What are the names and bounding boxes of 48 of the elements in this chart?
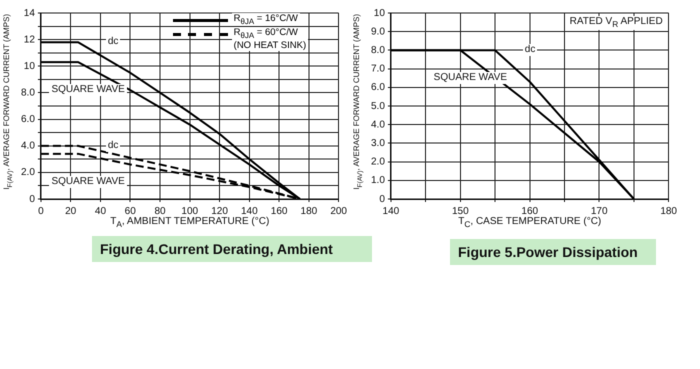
y-tick-label: 10 xyxy=(374,8,386,19)
x-tick-label: 150 xyxy=(452,206,470,217)
annotation: dc xyxy=(106,140,120,152)
y-tick-label: 0 xyxy=(29,194,36,205)
x-tick-label: 80 xyxy=(154,206,166,217)
annotation: SQUARE WAVE xyxy=(49,176,127,188)
x-tick-label: 120 xyxy=(211,206,228,217)
y-tick-label: 7.0 xyxy=(370,64,386,75)
y-tick-label: 5.0 xyxy=(370,100,386,112)
y-tick-label: 12 xyxy=(24,34,36,46)
x-tick-label: 140 xyxy=(382,206,400,217)
y-tick-label: 1.0 xyxy=(370,175,386,186)
y-tick-label: 8.0 xyxy=(370,44,386,56)
y-tick-label: 4.0 xyxy=(370,119,386,130)
y-tick-label: 6.0 xyxy=(20,114,36,126)
x-tick-label: 180 xyxy=(300,206,318,217)
x-tick-label: 100 xyxy=(181,206,199,217)
x-axis-title: T$_{C}$, CASE TEMPERATURE (°C) xyxy=(457,216,602,229)
x-tick-label: 0 xyxy=(38,206,44,217)
annotation: SQUARE WAVE xyxy=(49,84,127,96)
legend-label: R$_{θJA}$ = 60°C/W (NO HEAT SINK) xyxy=(232,26,308,51)
y-tick-label: 0 xyxy=(379,194,386,205)
y-tick-label: 9.0 xyxy=(370,26,386,38)
x-tick-label: 140 xyxy=(240,206,258,217)
x-axis-title: T$_{A}$, AMBIENT TEMPERATURE (°C) xyxy=(109,216,270,229)
y-tick-label: 14 xyxy=(24,8,36,19)
annotation: dc xyxy=(106,36,120,48)
annotation: RATED V$_{R}$ APPLIED xyxy=(568,16,665,30)
annotation: dc xyxy=(522,44,538,56)
legend-label: R$_{θJA}$ = 16°C/W xyxy=(232,13,300,26)
y-tick-label: 10 xyxy=(24,60,36,72)
y-tick-label: 8.0 xyxy=(20,87,36,98)
text: Figure 5.Power Dissipation xyxy=(450,239,656,265)
y-tick-label: 6.0 xyxy=(370,82,386,94)
x-tick-label: 180 xyxy=(660,206,678,217)
x-tick-label: 20 xyxy=(65,206,77,217)
y-tick-label: 2.0 xyxy=(20,167,36,178)
x-tick-label: 170 xyxy=(590,206,608,217)
x-tick-label: 160 xyxy=(270,206,288,217)
x-tick-label: 60 xyxy=(124,206,136,217)
annotation: SQUARE WAVE xyxy=(432,72,510,84)
y-tick-label: 4.0 xyxy=(20,140,36,152)
y-tick-label: 3.0 xyxy=(370,138,386,149)
text: Figure 4.Current Derating, Ambient xyxy=(92,236,372,262)
y-tick-label: 2.0 xyxy=(370,156,386,168)
x-tick-label: 160 xyxy=(521,206,539,217)
x-tick-label: 40 xyxy=(94,206,106,217)
x-tick-label: 200 xyxy=(330,206,348,217)
